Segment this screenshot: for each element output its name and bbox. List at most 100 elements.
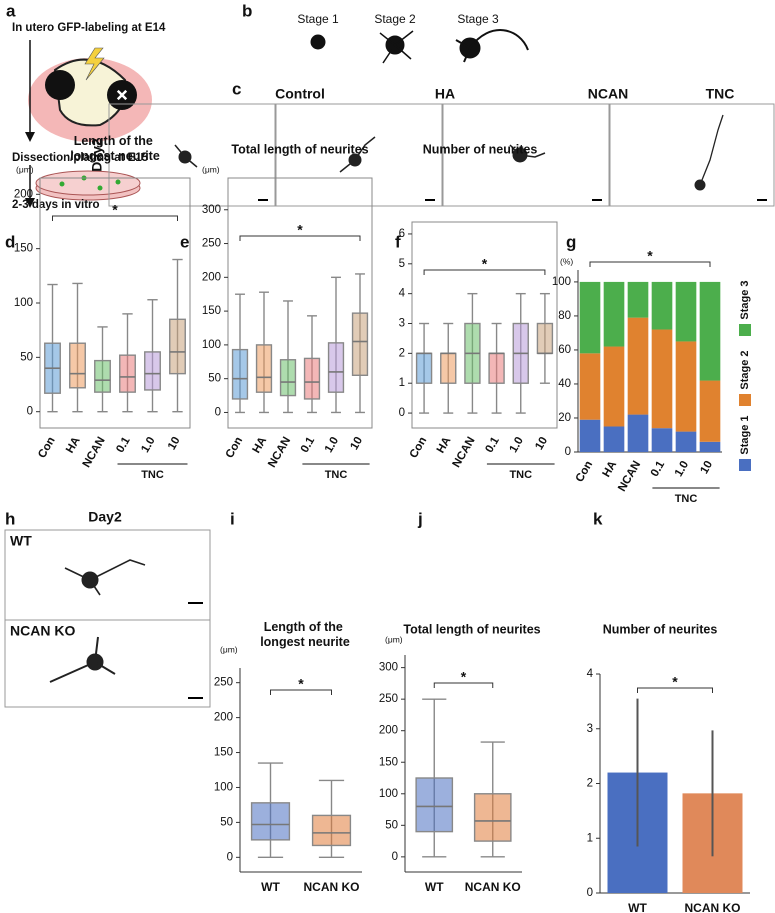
row-header: NCAN KO	[10, 623, 75, 639]
y-tick-label: 2	[587, 778, 593, 790]
group-label: TNC	[509, 469, 532, 481]
bar-segment	[603, 281, 625, 347]
box	[119, 354, 136, 393]
bar-segment	[699, 380, 721, 442]
box	[169, 318, 186, 375]
x-tick-label: Con	[574, 459, 596, 484]
y-tick-label: 20	[558, 412, 571, 424]
neurite	[455, 29, 529, 63]
column-header: HA	[435, 86, 455, 102]
cell	[115, 179, 121, 185]
frame	[275, 103, 443, 207]
legend-swatch	[739, 394, 751, 406]
step: In utero GFP-labeling at E14	[12, 22, 166, 34]
bar-segment	[651, 428, 673, 452]
box	[250, 802, 291, 841]
neurite	[699, 114, 724, 186]
chart-title: Length of the longest neurite	[70, 134, 160, 163]
y-tick-label: 100	[379, 788, 398, 800]
legend-label: Stage 1	[739, 415, 751, 454]
group-label: TNC	[675, 493, 698, 505]
box	[351, 312, 369, 376]
box	[440, 352, 457, 384]
box	[94, 359, 111, 393]
group-label: TNC	[325, 469, 348, 481]
bar-segment	[675, 341, 697, 432]
frame	[609, 103, 775, 207]
x-tick-label: NCAN KO	[304, 880, 360, 894]
bar-segment	[651, 281, 673, 330]
box	[231, 348, 249, 400]
significance-bracket	[433, 682, 494, 688]
legend-swatch	[739, 324, 751, 336]
plot-frame	[227, 177, 373, 429]
box	[415, 352, 433, 384]
y-tick-label: 100	[202, 339, 221, 351]
significance-label: *	[461, 669, 467, 685]
significance-label: *	[482, 256, 488, 272]
step: 2-3 days in vitro	[12, 199, 100, 211]
y-tick-label: 0	[27, 406, 33, 418]
box	[303, 357, 321, 400]
y-tick-label: 300	[202, 204, 221, 216]
legend-swatch	[739, 459, 751, 471]
chart-title: Total length of neurites	[403, 622, 540, 636]
panel-label: g	[566, 232, 576, 251]
bar-segment	[603, 346, 625, 427]
y-tick-label: 150	[379, 756, 398, 768]
x-tick-label: 0.1	[483, 435, 502, 455]
panel-label: f	[395, 232, 401, 251]
y-tick-label: 0	[587, 887, 593, 899]
cell	[97, 185, 103, 191]
scale-bars	[188, 199, 767, 699]
y-tick-label: 50	[208, 373, 221, 385]
x-tick-label: 1.0	[323, 435, 341, 455]
y-tick-label: 150	[202, 305, 221, 317]
y-tick-label: 0	[399, 407, 405, 419]
stage-label: Stage 2	[374, 12, 416, 26]
group-label: TNC	[141, 469, 164, 481]
x-tick-label: 1.0	[139, 435, 157, 455]
x-tick-label: HA	[64, 435, 83, 455]
bar-segment	[699, 441, 721, 452]
x-tick-label: HA	[435, 435, 454, 455]
y-tick-label: 200	[214, 712, 233, 724]
box	[327, 342, 345, 393]
row-header: WT	[10, 533, 32, 549]
bar-segment	[627, 414, 649, 452]
x-tick-label: WT	[261, 880, 280, 894]
column-header: TNC	[706, 86, 735, 102]
y-tick-label: 0	[565, 446, 571, 458]
significance-label: *	[297, 222, 303, 238]
x-tick-label: Con	[408, 435, 430, 460]
box	[311, 814, 352, 847]
chart-title: Number of neurites	[603, 622, 718, 636]
x-tick-label: 1.0	[673, 459, 691, 479]
axis-unit: (μm)	[202, 164, 220, 174]
axis-unit: (μm)	[16, 164, 34, 174]
panel-label: d	[5, 232, 15, 251]
y-tick-label: 100	[214, 781, 233, 793]
y-tick-label: 200	[14, 188, 33, 200]
frame	[442, 103, 610, 207]
y-tick-label: 250	[379, 693, 398, 705]
neurite	[174, 144, 198, 168]
y-tick-label: 2	[399, 347, 405, 359]
chart-title: Number of neurites	[423, 142, 538, 156]
y-tick-label: 0	[392, 851, 398, 863]
panel-label: k	[593, 509, 603, 528]
panel-label: a	[6, 1, 16, 20]
frame	[4, 619, 211, 708]
y-tick-label: 6	[399, 228, 405, 240]
neurite	[509, 144, 546, 158]
legend-label: Stage 2	[739, 350, 751, 389]
x-tick-label: 0.1	[299, 435, 318, 455]
axis-unit: (μm)	[385, 634, 403, 644]
box	[488, 352, 505, 384]
column-header: Day2	[88, 509, 122, 525]
panel-label: j	[417, 509, 423, 528]
significance-label: *	[298, 676, 304, 692]
box	[279, 359, 297, 397]
x-tick-label: 10	[166, 435, 183, 452]
